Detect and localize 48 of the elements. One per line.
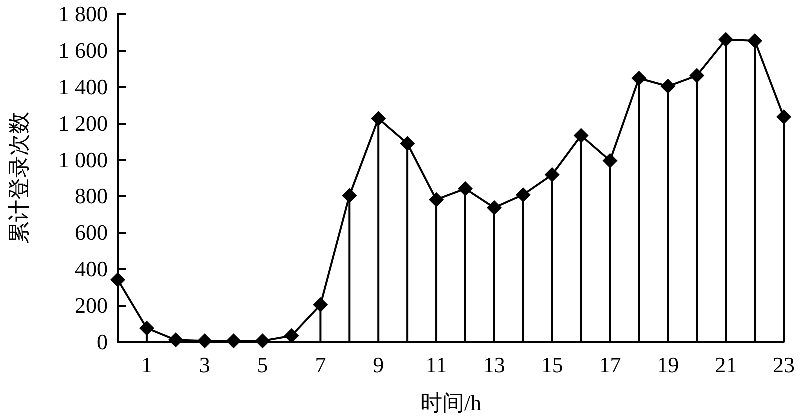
x-tick-label: 13 (483, 352, 506, 378)
point (602, 153, 618, 168)
point (168, 332, 184, 348)
x-tick-label: 3 (199, 352, 210, 378)
point (429, 192, 444, 208)
point (516, 187, 531, 202)
point (776, 110, 792, 125)
x-tick-label: 11 (426, 352, 448, 378)
x-tick-label: 17 (599, 352, 622, 378)
x-tick-label: 9 (373, 352, 384, 378)
y-tick-label: 1 600 (58, 38, 108, 63)
point (313, 298, 328, 313)
x-tick-label: 15 (541, 352, 564, 378)
point (486, 200, 502, 216)
y-tick-label: 800 (75, 184, 108, 209)
point (139, 320, 154, 336)
point (197, 334, 212, 349)
point (718, 32, 734, 48)
point (574, 128, 589, 144)
point (660, 79, 676, 94)
x-tick-label: 21 (715, 352, 738, 378)
y-tick-label: 600 (75, 220, 108, 246)
point (690, 68, 705, 84)
y-axis-title: 累计登录次数 (6, 112, 32, 244)
point (544, 167, 560, 182)
y-tick-label: 200 (75, 293, 108, 318)
point (458, 181, 473, 196)
point (226, 334, 242, 349)
point (110, 272, 126, 288)
y-tick-label: 400 (75, 256, 108, 282)
x-tick-label: 7 (315, 352, 326, 378)
point (632, 71, 647, 86)
x-tick-label: 23 (773, 352, 795, 378)
point (748, 33, 763, 48)
point (284, 328, 300, 344)
y-tick-label: 1 800 (58, 2, 108, 26)
y-tick-label: 1 400 (58, 74, 108, 100)
y-tick-label: 1 200 (58, 110, 108, 136)
y-tick-label: 0 (97, 330, 108, 354)
point (342, 188, 358, 204)
point (400, 136, 416, 152)
y-tick-label: 1 000 (58, 147, 108, 172)
point (255, 334, 270, 349)
x-tick-label: 19 (657, 352, 680, 378)
x-axis-title: 时间/h (420, 390, 482, 416)
x-tick-label: 1 (141, 352, 152, 378)
point (371, 111, 386, 126)
x-tick-label: 5 (257, 352, 268, 378)
